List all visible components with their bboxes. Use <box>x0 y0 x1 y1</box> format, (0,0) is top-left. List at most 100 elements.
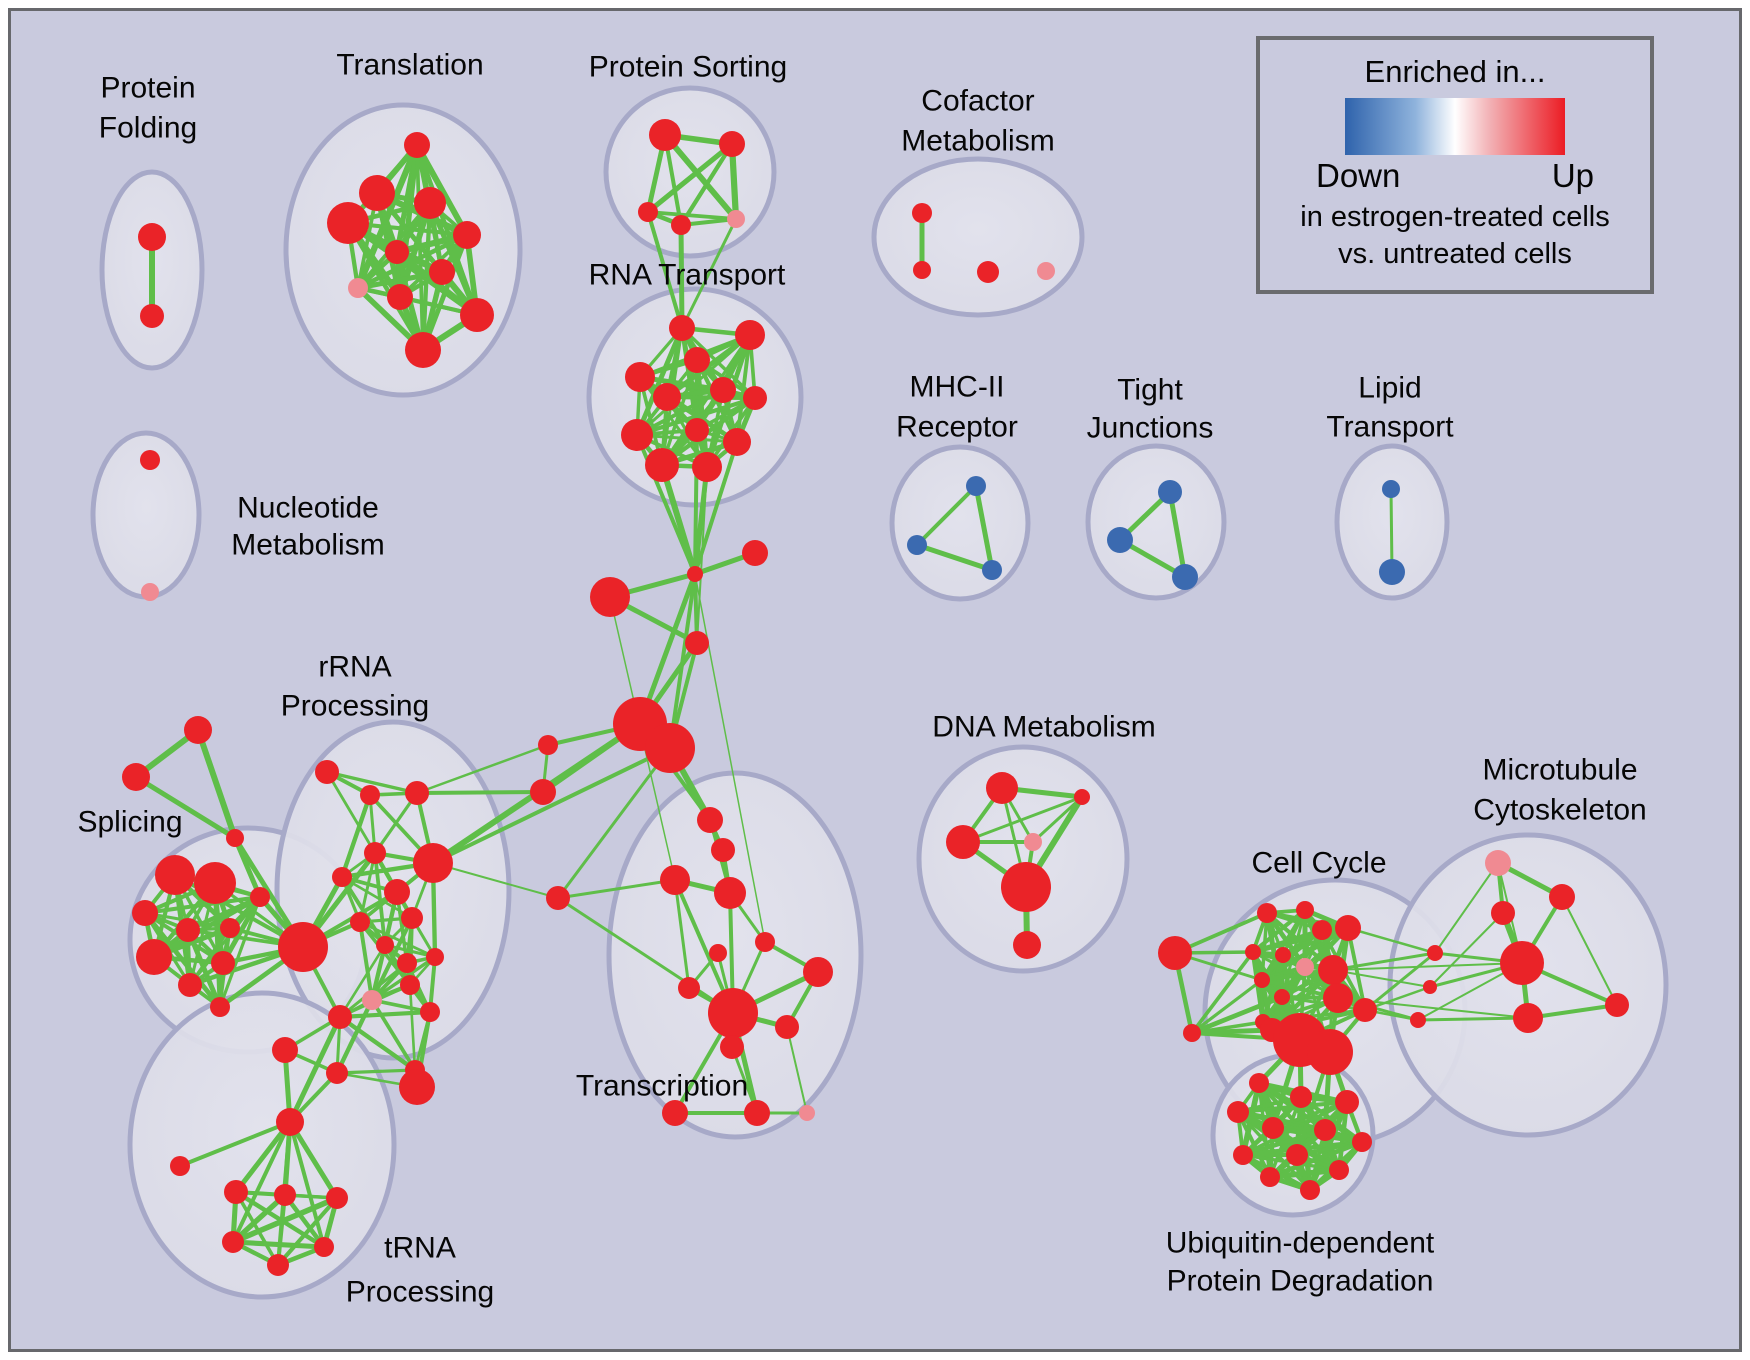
gene-set-node-blue[interactable] <box>1172 564 1198 590</box>
gene-set-node-red[interactable] <box>274 1184 296 1206</box>
gene-set-node-red[interactable] <box>122 763 150 791</box>
gene-set-node-red[interactable] <box>387 284 413 310</box>
gene-set-node-red[interactable] <box>530 779 556 805</box>
gene-set-node-red[interactable] <box>426 948 444 966</box>
gene-set-node-red[interactable] <box>645 723 695 773</box>
gene-set-node-red[interactable] <box>1423 980 1437 994</box>
gene-set-node-red[interactable] <box>314 1237 334 1257</box>
gene-set-node-red[interactable] <box>1249 1073 1269 1093</box>
gene-set-node-red[interactable] <box>376 936 394 954</box>
gene-set-node-red[interactable] <box>1158 936 1192 970</box>
gene-set-node-red[interactable] <box>1300 1180 1320 1200</box>
gene-set-node-red[interactable] <box>1275 947 1291 963</box>
gene-set-node-red[interactable] <box>755 932 775 952</box>
gene-set-node-red[interactable] <box>326 1062 348 1084</box>
gene-set-node-red[interactable] <box>775 1015 799 1039</box>
gene-set-node-red[interactable] <box>405 332 441 368</box>
gene-set-node-red[interactable] <box>250 887 270 907</box>
gene-set-node-red[interactable] <box>1274 989 1290 1005</box>
gene-set-node-red[interactable] <box>1296 901 1314 919</box>
gene-set-node-red[interactable] <box>326 1187 348 1209</box>
gene-set-node-red[interactable] <box>140 450 160 470</box>
gene-set-node-red[interactable] <box>350 912 370 932</box>
gene-set-node-red[interactable] <box>720 1035 744 1059</box>
gene-set-node-red[interactable] <box>1290 1086 1312 1108</box>
gene-set-node-red[interactable] <box>669 315 695 341</box>
gene-set-node-red[interactable] <box>211 951 235 975</box>
gene-set-node-red[interactable] <box>453 221 481 249</box>
gene-set-node-red[interactable] <box>397 953 417 973</box>
gene-set-node-red[interactable] <box>662 1100 688 1126</box>
gene-set-node-red[interactable] <box>638 202 658 222</box>
gene-set-node-red[interactable] <box>1605 993 1629 1017</box>
gene-set-node-red[interactable] <box>224 1180 248 1204</box>
gene-set-node-red[interactable] <box>220 918 240 938</box>
gene-set-node-red[interactable] <box>132 900 158 926</box>
gene-set-node-red[interactable] <box>405 781 429 805</box>
gene-set-node-red[interactable] <box>1286 1144 1308 1166</box>
gene-set-node-pink[interactable] <box>1024 833 1042 851</box>
gene-set-node-red[interactable] <box>1549 884 1575 910</box>
gene-set-node-red[interactable] <box>590 577 630 617</box>
gene-set-node-red[interactable] <box>708 988 758 1038</box>
gene-set-node-red[interactable] <box>414 187 446 219</box>
gene-set-node-red[interactable] <box>267 1254 289 1276</box>
gene-set-node-red[interactable] <box>176 918 200 942</box>
gene-set-node-red[interactable] <box>538 735 558 755</box>
gene-set-node-blue[interactable] <box>907 535 927 555</box>
gene-set-node-red[interactable] <box>178 973 202 997</box>
gene-set-node-red[interactable] <box>742 540 768 566</box>
gene-set-node-red[interactable] <box>1314 1119 1336 1141</box>
gene-set-node-red[interactable] <box>1335 1090 1359 1114</box>
gene-set-node-red[interactable] <box>649 119 681 151</box>
gene-set-node-red[interactable] <box>1491 901 1515 925</box>
gene-set-node-red[interactable] <box>1410 1012 1426 1028</box>
gene-set-node-blue[interactable] <box>966 476 986 496</box>
gene-set-node-red[interactable] <box>685 631 709 655</box>
gene-set-node-red[interactable] <box>385 240 409 264</box>
gene-set-node-red[interactable] <box>138 223 166 251</box>
gene-set-node-red[interactable] <box>1183 1024 1201 1042</box>
gene-set-node-red[interactable] <box>1013 931 1041 959</box>
gene-set-node-red[interactable] <box>1262 1117 1284 1139</box>
gene-set-node-red[interactable] <box>671 215 691 235</box>
gene-set-node-red[interactable] <box>210 997 230 1017</box>
gene-set-node-blue[interactable] <box>1382 480 1400 498</box>
gene-set-node-red[interactable] <box>429 259 455 285</box>
gene-set-node-red[interactable] <box>1257 903 1277 923</box>
gene-set-node-red[interactable] <box>723 428 751 456</box>
gene-set-node-red[interactable] <box>743 386 767 410</box>
gene-set-node-red[interactable] <box>278 922 328 972</box>
gene-set-node-red[interactable] <box>194 862 236 904</box>
gene-set-node-red[interactable] <box>1307 1029 1353 1075</box>
gene-set-node-blue[interactable] <box>1379 559 1405 585</box>
gene-set-node-red[interactable] <box>653 383 681 411</box>
gene-set-node-red[interactable] <box>1500 941 1544 985</box>
gene-set-node-pink[interactable] <box>1296 958 1314 976</box>
gene-set-node-red[interactable] <box>684 347 710 373</box>
gene-set-node-red[interactable] <box>327 202 369 244</box>
gene-set-node-red[interactable] <box>315 760 339 784</box>
gene-set-node-red[interactable] <box>1513 1003 1543 1033</box>
gene-set-node-red[interactable] <box>1245 944 1261 960</box>
gene-set-node-red[interactable] <box>404 132 430 158</box>
gene-set-node-red[interactable] <box>913 261 931 279</box>
gene-set-node-red[interactable] <box>1074 789 1090 805</box>
gene-set-node-pink[interactable] <box>799 1105 815 1121</box>
gene-set-node-pink[interactable] <box>727 210 745 228</box>
gene-set-node-red[interactable] <box>744 1100 770 1126</box>
gene-set-node-red[interactable] <box>364 842 386 864</box>
gene-set-node-red[interactable] <box>399 1069 435 1105</box>
gene-set-node-red[interactable] <box>328 1005 352 1029</box>
gene-set-node-red[interactable] <box>384 879 410 905</box>
gene-set-node-red[interactable] <box>621 419 653 451</box>
gene-set-node-red[interactable] <box>1312 920 1332 940</box>
gene-set-node-red[interactable] <box>660 865 690 895</box>
gene-set-node-pink[interactable] <box>141 583 159 601</box>
gene-set-node-blue[interactable] <box>1158 480 1182 504</box>
gene-set-node-red[interactable] <box>1233 1145 1253 1165</box>
gene-set-node-red[interactable] <box>136 939 172 975</box>
gene-set-node-pink[interactable] <box>1037 262 1055 280</box>
gene-set-node-blue[interactable] <box>1107 527 1133 553</box>
gene-set-node-red[interactable] <box>977 261 999 283</box>
